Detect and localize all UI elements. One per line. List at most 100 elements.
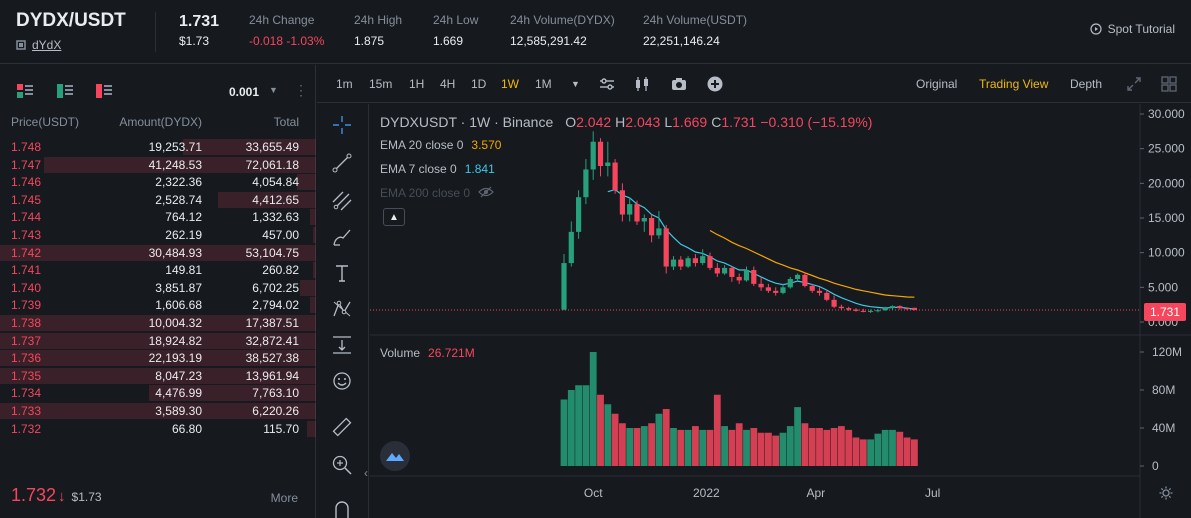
interval-1d[interactable]: 1D [471, 77, 487, 91]
candle-body [729, 267, 735, 277]
stat-label: 24h Low [433, 13, 479, 27]
ask-row[interactable]: 1.739 1,606.68 2,794.02 [0, 296, 316, 314]
ask-total: 6,220.26 [252, 403, 299, 418]
ask-total: 38,527.38 [245, 351, 299, 366]
ask-row[interactable]: 1.733 3,589.30 6,220.26 [0, 402, 316, 420]
volume-bar [779, 432, 787, 466]
precision-select[interactable]: 0.001 ▼ [229, 85, 278, 99]
collapse-legend-button[interactable]: ▲ [383, 208, 405, 226]
ask-row[interactable]: 1.735 8,047.23 13,961.94 [0, 367, 316, 385]
ask-row[interactable]: 1.737 18,924.82 32,872.41 [0, 332, 316, 350]
ask-price: 1.732 [11, 421, 42, 436]
ohlc-high: H2.043 [615, 114, 661, 130]
volume-tick-label: 0 [1152, 459, 1159, 473]
ask-row[interactable]: 1.741 149.81 260.82 [0, 261, 316, 279]
more-link[interactable]: More [270, 491, 298, 505]
coin-link[interactable]: dYdX [32, 38, 62, 52]
fullscreen-icon[interactable] [1126, 76, 1142, 92]
interval-15m[interactable]: 15m [369, 77, 393, 91]
ask-row[interactable]: 1.745 2,528.74 4,412.65 [0, 191, 316, 209]
pattern-tool-icon[interactable] [331, 298, 353, 320]
eye-hidden-icon[interactable] [478, 186, 494, 198]
coin-info[interactable]: dYdX [16, 38, 61, 52]
ema20-legend[interactable]: EMA 20 close 0 3.570 [380, 138, 501, 152]
last-trade-value: 1.732 [11, 485, 57, 505]
spot-tutorial-label: Spot Tutorial [1107, 22, 1175, 36]
volume-bar [699, 429, 707, 466]
add-indicator-icon[interactable] [707, 76, 723, 92]
ask-amount: 10,004.32 [148, 315, 202, 330]
ask-row[interactable]: 1.747 41,248.53 72,061.18 [0, 156, 316, 174]
candle-type-icon[interactable] [634, 76, 650, 92]
pair-title[interactable]: DYDX/USDT [16, 10, 126, 31]
magnet-icon[interactable] [331, 498, 353, 518]
scroll-left-icon[interactable]: ‹ [364, 466, 368, 480]
spot-tutorial-link[interactable]: Spot Tutorial [1090, 22, 1175, 36]
interval-1h[interactable]: 1H [409, 77, 425, 91]
ask-amount: 30,484.93 [148, 245, 202, 260]
candle [685, 256, 691, 268]
ruler-icon[interactable] [331, 416, 353, 438]
ask-row[interactable]: 1.732 66.80 115.70 [0, 420, 316, 438]
ask-row[interactable]: 1.743 262.19 457.00 [0, 226, 316, 244]
ask-row[interactable]: 1.734 4,476.99 7,763.10 [0, 384, 316, 402]
book-asks-icon[interactable] [96, 84, 112, 98]
price-chart[interactable]: 30.000 25.000 20.000 15.000 10.000 5.000 0.000… [364, 104, 1191, 518]
ema7-legend[interactable]: EMA 7 close 0 1.841 [380, 162, 495, 176]
settings-sliders-icon[interactable] [599, 76, 615, 92]
ask-amount: 149.81 [165, 263, 202, 278]
camera-icon[interactable] [671, 76, 687, 92]
fib-pitchfork-icon[interactable] [331, 190, 353, 212]
candle-body [765, 287, 771, 291]
candle [853, 308, 859, 312]
ask-row[interactable]: 1.738 10,004.32 17,387.51 [0, 314, 316, 332]
view-trading-view[interactable]: Trading View [979, 77, 1049, 91]
depth-bar [0, 332, 316, 349]
candle-body [561, 263, 567, 310]
interval-1w[interactable]: 1W [501, 77, 519, 91]
trend-line-icon[interactable] [331, 152, 353, 174]
tradingview-logo[interactable] [380, 441, 410, 471]
stat-value: 1.875 [354, 34, 385, 48]
emoji-icon[interactable] [331, 370, 353, 392]
depth-bar [297, 174, 316, 191]
zoom-in-icon[interactable] [331, 454, 353, 476]
ask-row[interactable]: 1.746 2,322.36 4,054.84 [0, 173, 316, 191]
interval-1m[interactable]: 1m [336, 77, 353, 91]
measure-tool-icon[interactable] [331, 334, 353, 356]
ask-row[interactable]: 1.740 3,851.87 6,702.25 [0, 279, 316, 297]
interval-4h[interactable]: 4H [440, 77, 456, 91]
book-both-icon[interactable] [17, 84, 33, 98]
crosshair-icon[interactable] [331, 114, 353, 136]
candle-body [714, 267, 720, 274]
ask-row[interactable]: 1.736 22,193.19 38,527.38 [0, 349, 316, 367]
chart-settings-icon[interactable] [1159, 486, 1173, 500]
ema7-value: 1.841 [464, 162, 495, 176]
stat-label: 24h Change [249, 13, 315, 27]
candle [692, 254, 698, 267]
candle [576, 190, 582, 239]
candle [619, 183, 625, 222]
layout-grid-icon[interactable] [1161, 76, 1177, 92]
ask-row[interactable]: 1.748 19,253.71 33,655.49 [0, 138, 316, 156]
price-tick-label: 15.000 [1148, 211, 1185, 225]
book-bids-icon[interactable] [57, 84, 73, 98]
price-tick-label: 5.000 [1148, 280, 1178, 294]
candle [641, 214, 647, 232]
ask-row[interactable]: 1.742 30,484.93 53,104.75 [0, 244, 316, 262]
ema200-legend[interactable]: EMA 200 close 0 [380, 186, 494, 200]
ema20-label: EMA 20 close 0 [380, 138, 464, 152]
ask-row[interactable]: 1.744 764.12 1,332.63 [0, 208, 316, 226]
volume-bar [589, 352, 597, 466]
ema20-series [709, 229, 915, 298]
interval-1mo[interactable]: 1M [535, 77, 552, 91]
view-original[interactable]: Original [916, 77, 958, 91]
brush-icon[interactable] [331, 226, 353, 248]
view-depth[interactable]: Depth [1070, 77, 1103, 91]
candle [751, 266, 757, 286]
more-options-icon[interactable]: ⋮ [294, 82, 308, 98]
ask-total: 32,872.41 [245, 333, 299, 348]
text-tool-icon[interactable] [331, 262, 353, 284]
candle [583, 159, 589, 205]
interval-caret-icon[interactable]: ▼ [571, 79, 580, 89]
